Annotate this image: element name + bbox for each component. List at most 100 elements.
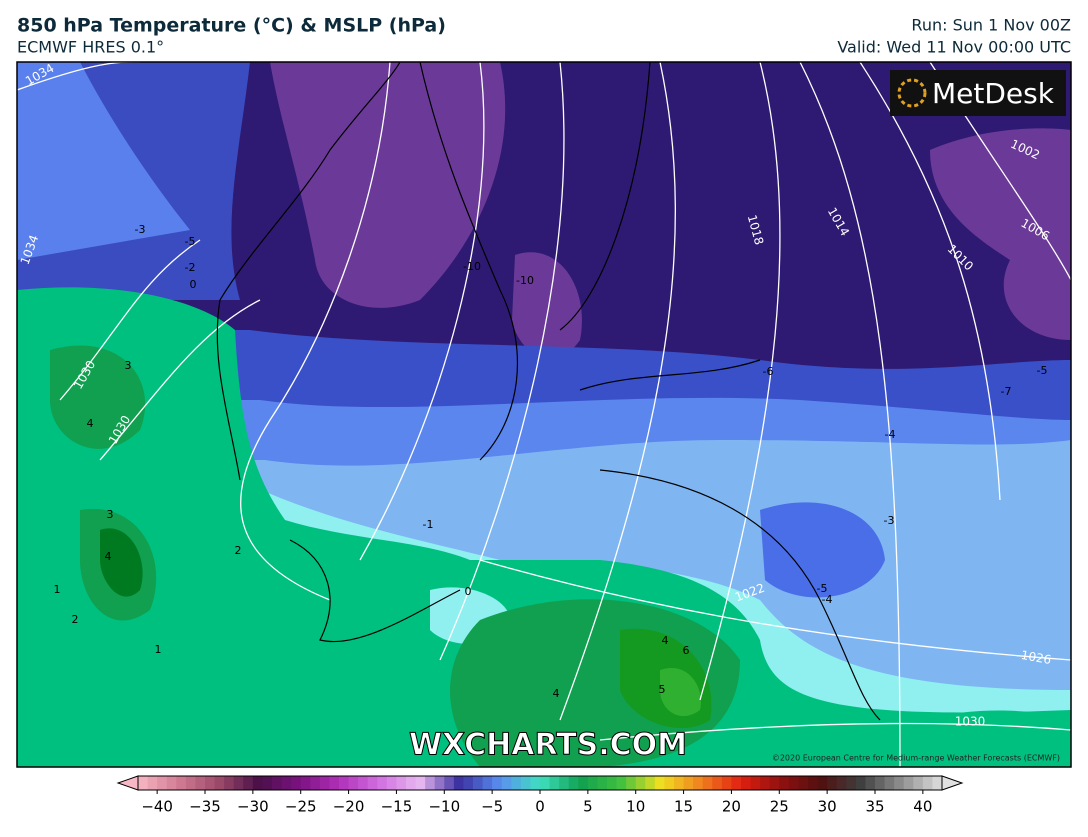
colorbar-bin xyxy=(415,776,426,790)
logo-box xyxy=(890,70,1066,116)
colorbar-bin xyxy=(205,776,216,790)
contour-label: 4 xyxy=(553,687,560,700)
colorbar-bin xyxy=(635,776,646,790)
colorbar-bin xyxy=(166,776,177,790)
contour-label: -5 xyxy=(1037,364,1048,377)
colorbar-bin xyxy=(683,776,694,790)
watermark: WXCHARTS.COM xyxy=(409,728,687,763)
colorbar-bin xyxy=(310,776,321,790)
contour-label: -4 xyxy=(885,428,896,441)
colorbar-bin xyxy=(827,776,838,790)
colorbar-bin xyxy=(291,776,302,790)
colorbar-bin xyxy=(894,776,905,790)
colorbar-bin xyxy=(578,776,589,790)
colorbar-bin xyxy=(406,776,417,790)
colorbar-bin xyxy=(224,776,235,790)
colorbar-bin xyxy=(884,776,895,790)
colorbar-bin xyxy=(903,776,914,790)
contour-label: 1 xyxy=(155,643,162,656)
colorbar-bin xyxy=(626,776,637,790)
colorbar-tick-label: 40 xyxy=(913,798,932,816)
colorbar-bin xyxy=(731,776,742,790)
colorbar-bin xyxy=(712,776,723,790)
colorbar-tick-label: −5 xyxy=(481,798,503,816)
colorbar-bin xyxy=(358,776,369,790)
colorbar-arrow-left xyxy=(116,775,139,791)
colorbar-tick-label: −20 xyxy=(333,798,365,816)
colorbar-bin xyxy=(865,776,876,790)
colorbar-bin xyxy=(587,776,598,790)
contour-label: -1 xyxy=(423,518,434,531)
colorbar-bin xyxy=(520,776,531,790)
colorbar-arrow-right xyxy=(941,775,964,791)
colorbar-bin xyxy=(875,776,886,790)
colorbar-bin xyxy=(846,776,857,790)
colorbar-bin xyxy=(157,776,168,790)
colorbar-bin xyxy=(922,776,933,790)
colorbar-bin xyxy=(281,776,292,790)
colorbar-bin xyxy=(425,776,436,790)
colorbar-bin xyxy=(721,776,732,790)
colorbar-bin xyxy=(147,776,158,790)
colorbar-bin xyxy=(195,776,206,790)
contour-label: 1 xyxy=(54,583,61,596)
colorbar-bin xyxy=(559,776,570,790)
colorbar-bin xyxy=(664,776,675,790)
colorbar-bin xyxy=(262,776,273,790)
colorbar-tick-label: −25 xyxy=(285,798,317,816)
colorbar-bin xyxy=(836,776,847,790)
colorbar-tick-label: 20 xyxy=(722,798,741,816)
colorbar-bin xyxy=(779,776,790,790)
colorbar-bin xyxy=(616,776,627,790)
colorbar-bin xyxy=(760,776,771,790)
contour-label: -5 xyxy=(817,582,828,595)
colorbar-bin xyxy=(482,776,493,790)
model: ECMWF HRES 0.1° xyxy=(17,38,164,57)
credit: ©2020 European Centre for Medium-range W… xyxy=(772,754,1060,763)
colorbar-bin xyxy=(300,776,311,790)
colorbar-bin xyxy=(817,776,828,790)
colorbar-bin xyxy=(769,776,780,790)
colorbar-tick-label: 35 xyxy=(865,798,884,816)
colorbar-tick-label: −15 xyxy=(381,798,413,816)
colorbar-bin xyxy=(798,776,809,790)
colorbar-bin xyxy=(367,776,378,790)
contour-label: -7 xyxy=(1001,385,1012,398)
colorbar-tick-label: −10 xyxy=(428,798,460,816)
colorbar-tick-label: −30 xyxy=(237,798,269,816)
colorbar-tick-label: 5 xyxy=(583,798,593,816)
colorbar-tick-label: 15 xyxy=(674,798,693,816)
colorbar-bin xyxy=(463,776,474,790)
isobar-label: 1026 xyxy=(1020,648,1053,667)
colorbar-bin xyxy=(243,776,254,790)
colorbar-bin xyxy=(568,776,579,790)
colorbar-bin xyxy=(386,776,397,790)
colorbar-tick-label: 25 xyxy=(770,798,789,816)
colorbar-bin xyxy=(444,776,455,790)
colorbar-bin xyxy=(252,776,263,790)
colorbar-bin xyxy=(214,776,225,790)
colorbar-bin xyxy=(654,776,665,790)
logo: MetDesk xyxy=(932,77,1055,110)
colorbar-tick-label: −40 xyxy=(141,798,173,816)
colorbar-bin xyxy=(607,776,618,790)
colorbar-bin xyxy=(808,776,819,790)
colorbar-bin xyxy=(138,776,149,790)
contour-label: -6 xyxy=(763,365,774,378)
contour-label: -10 xyxy=(463,260,481,273)
contour-label: 2 xyxy=(235,544,242,557)
isobar-label: 1030 xyxy=(955,715,986,729)
colorbar-bin xyxy=(185,776,196,790)
contour-label: 0 xyxy=(190,278,197,291)
contour-label: -3 xyxy=(135,223,146,236)
contour-label: 4 xyxy=(87,417,94,430)
contour-label: -4 xyxy=(822,593,833,606)
colorbar-bin xyxy=(540,776,551,790)
colorbar-bin xyxy=(702,776,713,790)
colorbar-tick-label: 10 xyxy=(626,798,645,816)
colorbar-bin xyxy=(741,776,752,790)
contour-label: -3 xyxy=(884,514,895,527)
colorbar-bin xyxy=(645,776,656,790)
colorbar-tick-label: 30 xyxy=(818,798,837,816)
